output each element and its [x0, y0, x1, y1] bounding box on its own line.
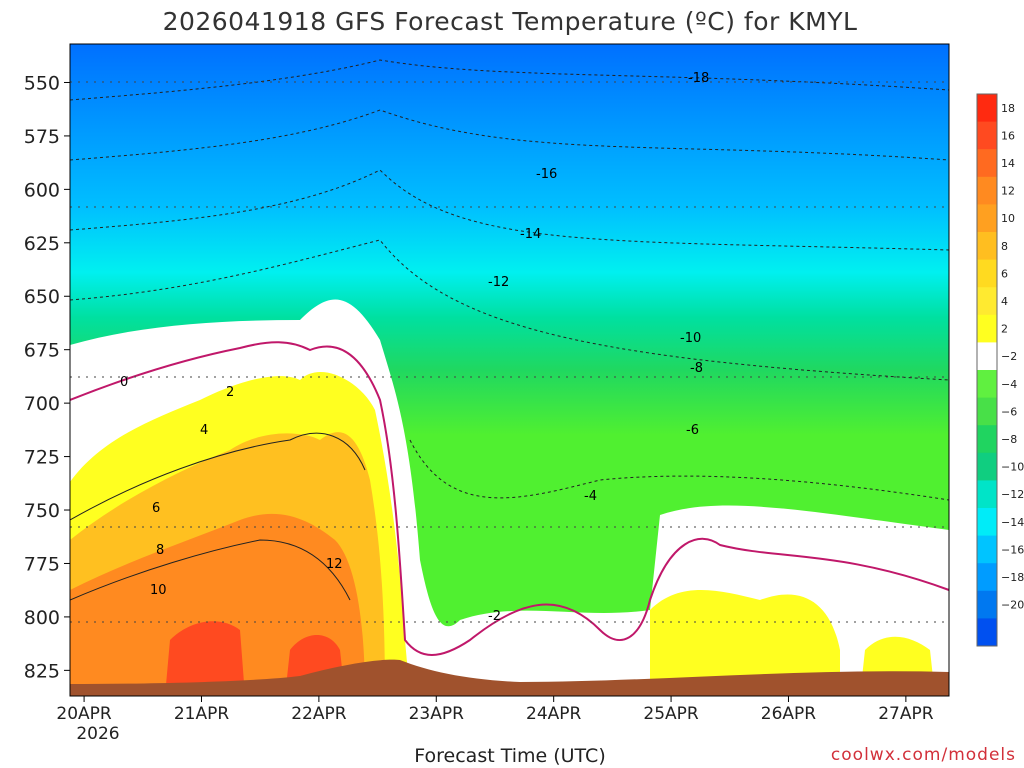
colorbar-frame [976, 93, 998, 647]
contour-label: 8 [156, 543, 164, 558]
colorbar-swatch [977, 370, 997, 399]
contour-label: -16 [536, 167, 557, 182]
colorbar-label: 12 [1001, 185, 1015, 198]
colorbar-label: 4 [1001, 295, 1008, 308]
x-year-label: 2026 [76, 724, 119, 744]
x-axis-title: Forecast Time (UTC) [414, 745, 605, 767]
contour-label: 12 [326, 557, 343, 572]
colorbar-swatch [977, 563, 997, 592]
colorbar-label: 18 [1001, 102, 1015, 115]
contour-label: 6 [152, 501, 160, 516]
colorbar-label: −6 [1001, 405, 1017, 418]
credit-link[interactable]: coolwx.com/models [831, 745, 1016, 765]
colorbar-label: 8 [1001, 240, 1008, 253]
y-tick-label: 575 [24, 126, 60, 148]
x-axis: 20APR 21APR 22APR 23APR 24APR 25APR 26APR 27APR [56, 696, 934, 724]
contour-label: -14 [520, 227, 541, 242]
y-tick-label: 600 [24, 179, 60, 201]
colorbar-swatch [977, 121, 997, 150]
isotherm-solid-1 [70, 432, 366, 521]
y-tick-label: 725 [24, 447, 60, 469]
contour-label: 10 [150, 583, 167, 598]
isotherm-solid-2 [70, 539, 351, 601]
x-tick-label: 26APR [761, 704, 817, 724]
colorbar-label: −10 [1001, 461, 1024, 474]
contour-label: -10 [680, 331, 701, 346]
colorbar-swatch [977, 397, 997, 426]
colorbar-swatch [977, 480, 997, 509]
contour-label: -2 [488, 609, 501, 624]
contour-label: -12 [488, 275, 509, 290]
colorbar-label: −18 [1001, 571, 1024, 584]
colorbar-swatch [977, 149, 997, 178]
contour-labels: -18 -16 -14 -12 -10 -8 -6 -4 -2 0 2 4 6 … [120, 71, 709, 624]
colorbar-swatch [977, 232, 997, 261]
y-tick-label: 800 [24, 607, 60, 629]
colorbar-label: −16 [1001, 543, 1024, 556]
colorbar-swatch [977, 452, 997, 481]
x-tick-label: 21APR [174, 704, 230, 724]
colorbar-label: 6 [1001, 267, 1008, 280]
colorbar-label: −4 [1001, 378, 1017, 391]
y-tick-label: 700 [24, 393, 60, 415]
y-tick-label: 550 [24, 72, 60, 94]
colorbar: 18 16 14 12 10 8 6 4 2 −2 −4 −6 −8 −10 −12 −14 −16 −18 −20 [976, 93, 1024, 647]
x-tick-label: 27APR [878, 704, 934, 724]
x-tick-label: 25APR [643, 704, 699, 724]
colorbar-swatch [977, 618, 997, 647]
colorbar-label: −20 [1001, 599, 1024, 612]
colorbar-label: 16 [1001, 129, 1015, 142]
y-tick-label: 675 [24, 340, 60, 362]
colorbar-label: −12 [1001, 488, 1024, 501]
contour-label: -4 [584, 489, 597, 504]
isotherm-zero [70, 341, 949, 656]
x-tick-label: 22APR [291, 704, 347, 724]
colorbar-swatch [977, 425, 997, 454]
x-tick-label: 23APR [409, 704, 465, 724]
chart-title: 2026041918 GFS Forecast Temperature (ºC)… [163, 7, 858, 36]
colorbar-swatch [977, 342, 997, 371]
terrain [70, 659, 949, 696]
late-warm-yellow [650, 590, 935, 696]
y-tick-label: 775 [24, 553, 60, 575]
x-tick-label: 20APR [56, 704, 112, 724]
contour-label: 0 [120, 375, 128, 390]
isotherm-dashed-5 [409, 439, 949, 501]
colorbar-label: 10 [1001, 212, 1015, 225]
isotherm-dashed-1 [70, 59, 949, 101]
isotherm-dashed-3 [70, 169, 949, 251]
y-tick-label: 650 [24, 286, 60, 308]
y-axis: 550 575 600 625 650 675 700 725 750 775 800 825 [24, 72, 70, 682]
y-tick-label: 625 [24, 233, 60, 255]
colorbar-swatch [977, 535, 997, 564]
colorbar-label: −2 [1001, 350, 1017, 363]
contour-label: -6 [686, 423, 699, 438]
contour-label: -18 [688, 71, 709, 86]
colorbar-swatch [977, 287, 997, 316]
colorbar-label: −8 [1001, 433, 1017, 446]
colorbar-swatch [977, 314, 997, 343]
plot-area: -18 -16 -14 -12 -10 -8 -6 -4 -2 0 2 4 6 … [70, 44, 949, 696]
colorbar-swatch [977, 94, 997, 123]
colorbar-swatch [977, 176, 997, 205]
colorbar-swatch [977, 590, 997, 619]
contour-label: -8 [690, 361, 703, 376]
colorbar-swatch [977, 508, 997, 537]
contour-label: 2 [226, 385, 234, 400]
x-tick-label: 24APR [526, 704, 582, 724]
colorbar-swatch [977, 204, 997, 233]
contour-label: 4 [200, 423, 208, 438]
y-tick-label: 750 [24, 500, 60, 522]
y-tick-label: 825 [24, 660, 60, 682]
colorbar-label: 14 [1001, 157, 1015, 170]
colorbar-label: 2 [1001, 323, 1008, 336]
colorbar-swatch [977, 259, 997, 288]
colorbar-label: −14 [1001, 516, 1024, 529]
isotherm-dashed-4 [70, 239, 949, 381]
plot-frame [69, 43, 950, 697]
